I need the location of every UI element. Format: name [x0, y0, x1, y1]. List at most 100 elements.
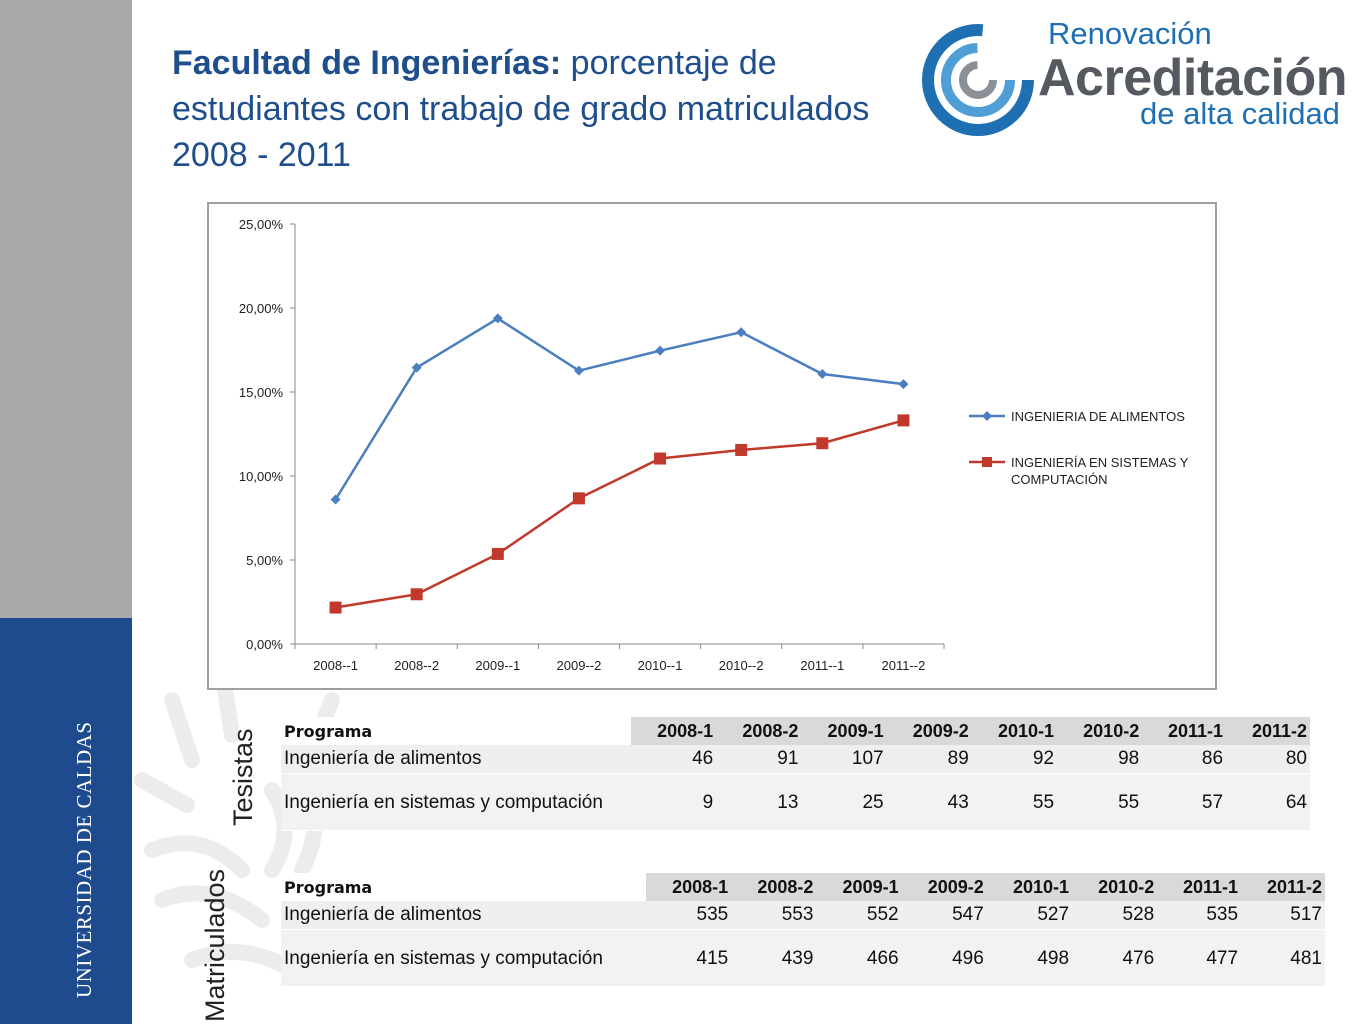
column-header-period: 2008-2 [731, 873, 817, 901]
data-point [573, 365, 584, 376]
program-name-cell: Ingeniería en sistemas y computación [281, 929, 646, 987]
value-cell: 496 [901, 929, 987, 987]
tesistas-table: Programa 2008-1 2008-2 2009-1 2009-2 2010-1 20… [281, 717, 1310, 831]
series-line-1 [334, 316, 904, 501]
value-cell: 476 [1072, 929, 1158, 987]
logo-line-alta-calidad: de alta calidad [1140, 96, 1340, 131]
table-row: Ingeniería de alimentos 535 553 552 547 527 52… [281, 901, 1325, 930]
column-header-period: 2009-1 [816, 873, 902, 901]
data-point [492, 313, 503, 324]
value-cell: 553 [731, 901, 817, 930]
data-point [330, 494, 341, 505]
legend-label: INGENIERIA DE ALIMENTOS [1011, 409, 1185, 424]
table-row: Ingeniería de alimentos 46 91 107 89 92 98 86 80 [281, 745, 1310, 774]
column-header-period: 2011-1 [1142, 717, 1227, 745]
value-cell: 498 [986, 929, 1073, 987]
value-cell: 9 [631, 773, 717, 831]
column-header-period: 2010-1 [986, 873, 1073, 901]
x-tick-label: 2010--2 [719, 658, 764, 673]
y-tick-label: 10,00% [239, 469, 284, 484]
data-point [898, 379, 909, 390]
column-header-period: 2009-2 [886, 717, 972, 745]
data-point [897, 414, 910, 427]
y-tick-label: 15,00% [239, 385, 284, 400]
swirl-logo-icon [922, 24, 1034, 136]
program-name-cell: Ingeniería de alimentos [281, 901, 646, 930]
data-point [735, 443, 748, 456]
column-header-period: 2011-2 [1241, 873, 1325, 901]
value-cell: 439 [731, 929, 817, 987]
value-cell: 89 [886, 745, 972, 774]
table-row: Ingeniería en sistemas y computación 415 4… [281, 929, 1325, 987]
x-tick-label: 2010--1 [638, 658, 683, 673]
value-cell: 547 [901, 901, 987, 930]
value-cell: 528 [1072, 901, 1158, 930]
value-cell: 55 [971, 773, 1058, 831]
column-header-period: 2011-2 [1226, 717, 1310, 745]
data-point [817, 369, 828, 380]
value-cell: 13 [716, 773, 802, 831]
x-tick-label: 2009--1 [475, 658, 520, 673]
value-cell: 91 [716, 745, 802, 774]
column-header-period: 2010-2 [1072, 873, 1158, 901]
value-cell: 46 [631, 745, 717, 774]
value-cell: 415 [646, 929, 732, 987]
line-chart: 0,00% 5,00% 10,00% 15,00% 20,00% 25,00% 2008--… [207, 202, 1217, 690]
x-tick-label: 2008--1 [313, 658, 358, 673]
value-cell: 477 [1157, 929, 1242, 987]
program-name-cell: Ingeniería en sistemas y computación [281, 773, 631, 831]
data-point [410, 588, 423, 601]
data-point [572, 492, 585, 505]
value-cell: 57 [1142, 773, 1227, 831]
tesistas-side-label: Tesistas [228, 728, 258, 826]
line-chart-svg: 0,00% 5,00% 10,00% 15,00% 20,00% 25,00% 2008--… [239, 217, 1189, 673]
column-header-programa: Programa [281, 717, 631, 745]
x-tick-label: 2011--2 [882, 658, 926, 673]
value-cell: 64 [1226, 773, 1310, 831]
value-cell: 86 [1142, 745, 1227, 774]
value-cell: 43 [886, 773, 972, 831]
legend-marker [982, 457, 992, 467]
legend-label: INGENIERÍA EN SISTEMAS Y COMPUTACIÓN [1011, 455, 1189, 487]
data-point [655, 345, 666, 356]
y-tick-label: 5,00% [246, 553, 283, 568]
column-header-period: 2008-1 [646, 873, 732, 901]
column-header-period: 2011-1 [1157, 873, 1242, 901]
column-header-period: 2008-2 [716, 717, 802, 745]
column-header-period: 2009-2 [901, 873, 987, 901]
program-name-cell: Ingeniería de alimentos [281, 745, 631, 774]
y-tick-label: 20,00% [239, 301, 284, 316]
data-point [411, 362, 422, 373]
legend-marker [982, 411, 992, 421]
y-tick-label: 25,00% [239, 217, 284, 232]
matriculados-table: Programa 2008-1 2008-2 2009-1 2009-2 2010-1 20… [281, 873, 1325, 987]
data-point [736, 327, 747, 338]
table-row: Ingeniería en sistemas y computación 9 13 2… [281, 773, 1310, 831]
value-cell: 92 [971, 745, 1058, 774]
value-cell: 466 [816, 929, 902, 987]
value-cell: 481 [1241, 929, 1325, 987]
value-cell: 80 [1226, 745, 1310, 774]
value-cell: 535 [1157, 901, 1242, 930]
x-tick-label: 2011--1 [800, 658, 844, 673]
sidebar-blue-panel [0, 618, 132, 1024]
value-cell: 55 [1057, 773, 1143, 831]
column-header-period: 2010-2 [1057, 717, 1143, 745]
logo-line-renovacion: Renovación [1048, 16, 1212, 51]
sidebar-gray-panel [0, 0, 132, 618]
data-point [491, 547, 504, 560]
x-tick-label: 2008--2 [394, 658, 439, 673]
data-point [816, 437, 829, 450]
column-header-period: 2009-1 [801, 717, 887, 745]
accreditation-logo: Renovación Acreditación de alta calidad [920, 14, 1360, 164]
value-cell: 517 [1241, 901, 1325, 930]
data-point [329, 601, 342, 614]
value-cell: 98 [1057, 745, 1143, 774]
page-title: Facultad de Ingenierías: porcentaje de e… [172, 44, 870, 174]
value-cell: 535 [646, 901, 732, 930]
x-tick-label: 2009--2 [557, 658, 602, 673]
logo-line-acreditacion: Acreditación [1038, 49, 1347, 107]
value-cell: 25 [801, 773, 887, 831]
value-cell: 107 [801, 745, 887, 774]
data-point [654, 452, 667, 465]
